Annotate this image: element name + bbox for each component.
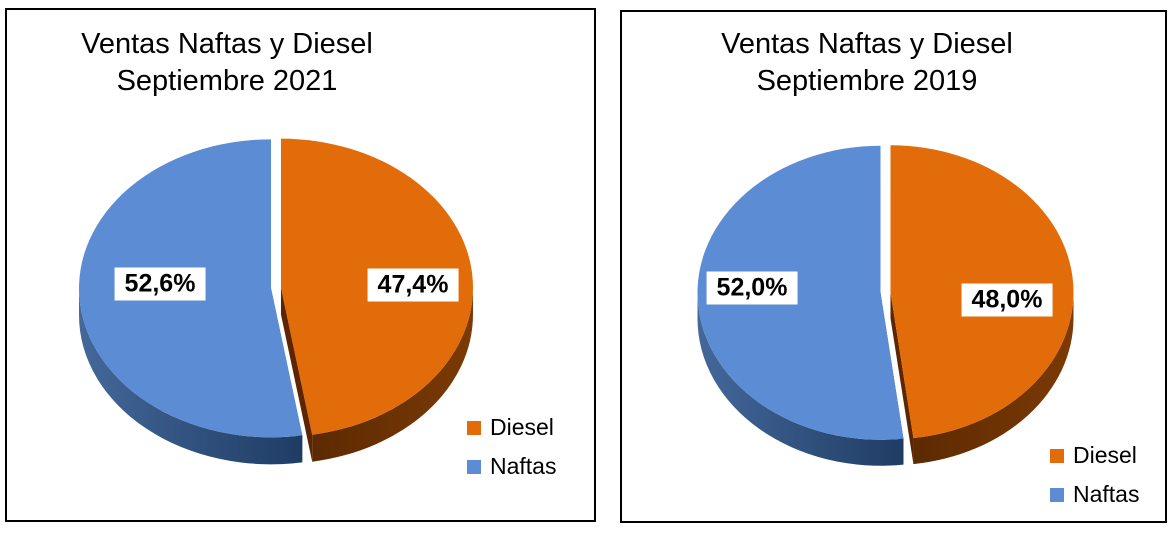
chart-title-2021: Ventas Naftas y Diesel Septiembre 2021	[57, 26, 397, 100]
pie-slice-diesel-side	[312, 287, 473, 462]
pie-slice-naftas[interactable]	[697, 145, 904, 440]
pie-slice-diesel-cut	[890, 292, 914, 465]
naftas-swatch-icon	[1050, 487, 1064, 502]
naftas-swatch-icon	[467, 459, 481, 474]
pie-slice-diesel-cut	[280, 287, 313, 462]
chart-title-2019: Ventas Naftas y Diesel Septiembre 2019	[697, 26, 1037, 100]
legend: Diesel Naftas	[1050, 442, 1139, 520]
diesel-swatch-icon	[1050, 448, 1064, 463]
chart-title-line2: Septiembre 2019	[756, 65, 978, 97]
pie-slice-diesel-side	[913, 292, 1074, 465]
legend-item-diesel[interactable]: Diesel	[1050, 442, 1139, 469]
data-label-naftas: 52,0%	[706, 271, 798, 305]
data-label-diesel: 48,0%	[961, 283, 1053, 317]
legend-item-naftas[interactable]: Naftas	[1050, 481, 1139, 508]
legend-label-diesel: Diesel	[1073, 442, 1137, 468]
legend-item-diesel[interactable]: Diesel	[467, 414, 556, 441]
legend-label-diesel: Diesel	[490, 414, 554, 440]
chart-title-line1: Ventas Naftas y Diesel	[81, 28, 373, 60]
chart-title-line1: Ventas Naftas y Diesel	[721, 28, 1013, 60]
chart-panel-2019: Ventas Naftas y Diesel Septiembre 2019 5…	[620, 10, 1167, 523]
diesel-swatch-icon	[467, 420, 481, 435]
pie-slice-naftas-side	[79, 288, 303, 465]
data-label-naftas: 52,6%	[114, 267, 206, 301]
legend-item-naftas[interactable]: Naftas	[467, 453, 556, 480]
pie-slice-naftas-side	[697, 292, 904, 466]
legend-label-naftas: Naftas	[1073, 481, 1140, 507]
pie-chart-2019[interactable]	[622, 12, 1165, 521]
legend-label-naftas: Naftas	[490, 453, 557, 479]
chart-title-line2: Septiembre 2021	[116, 65, 338, 97]
legend: Diesel Naftas	[467, 414, 556, 492]
chart-panel-2021: Ventas Naftas y Diesel Septiembre 2021 5…	[5, 8, 596, 522]
data-label-diesel: 47,4%	[367, 268, 459, 302]
